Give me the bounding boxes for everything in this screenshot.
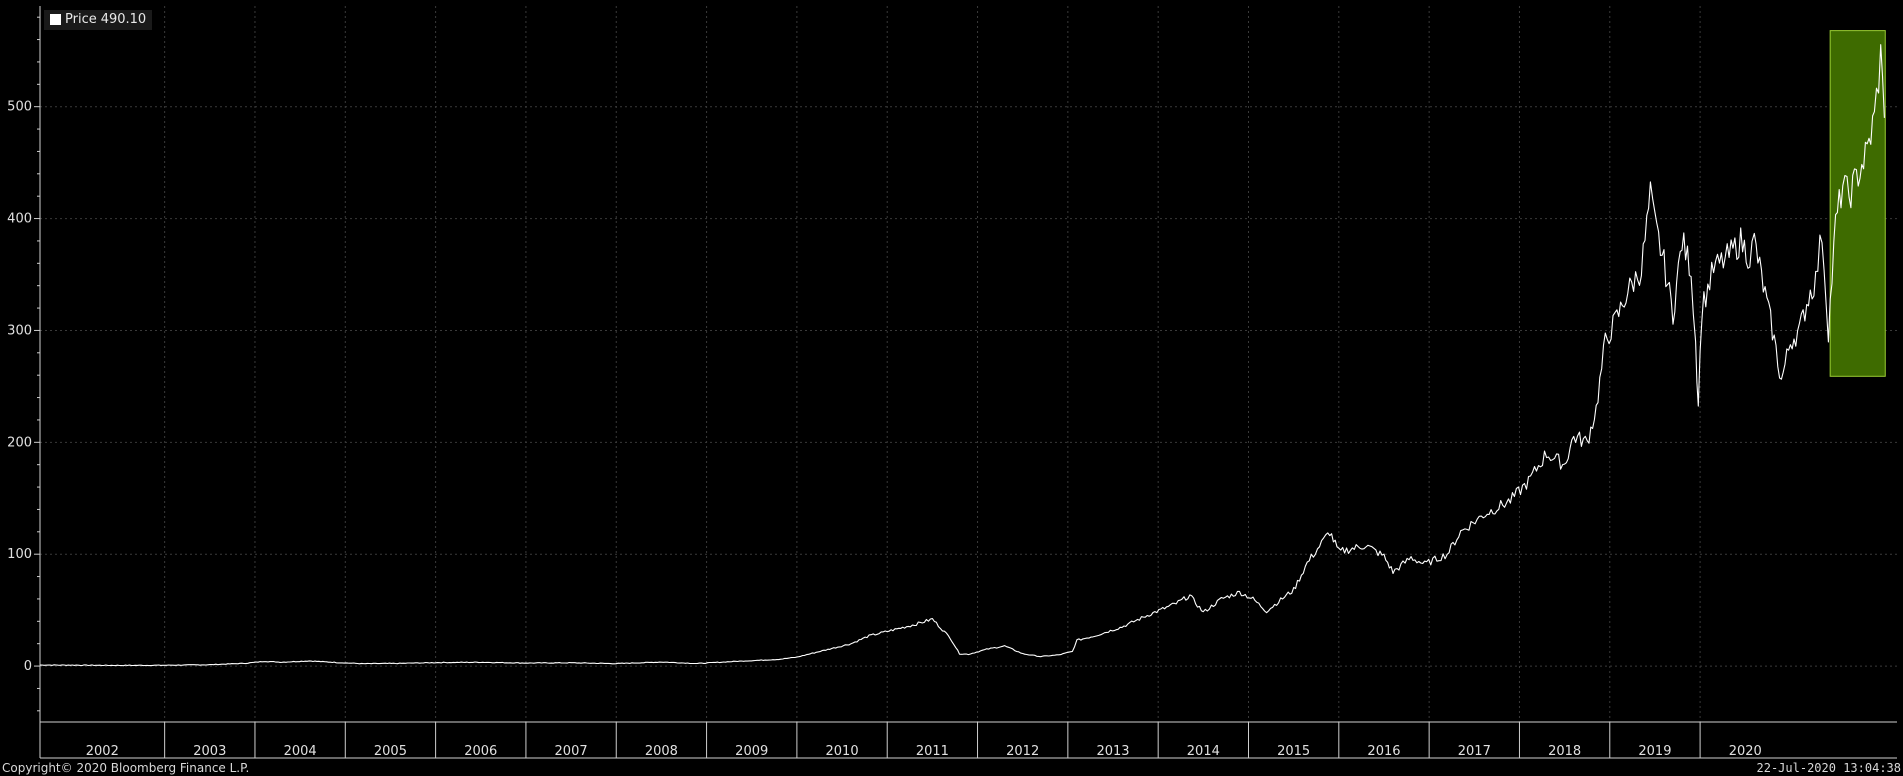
y-tick-label: 0 (24, 659, 32, 674)
x-tick-label: 2019 (1638, 744, 1671, 759)
x-tick-label: 2015 (1277, 744, 1310, 759)
legend-label: Price (65, 12, 97, 27)
x-tick-label: 2009 (735, 744, 768, 759)
price-series-line (39, 44, 1885, 667)
legend-swatch-icon (50, 14, 61, 25)
x-tick-label: 2004 (284, 744, 317, 759)
x-tick-label: 2020 (1729, 744, 1762, 759)
x-tick-label: 2011 (916, 744, 949, 759)
y-tick-label: 300 (7, 323, 32, 338)
y-tick-label: 400 (7, 212, 32, 227)
y-tick-label: 200 (7, 435, 32, 450)
legend-value: 490.10 (100, 12, 147, 27)
x-tick-label: 2012 (1006, 744, 1039, 759)
y-tick-label: 100 (7, 547, 32, 562)
x-tick-label: 2017 (1458, 744, 1491, 759)
x-tick-label: 2003 (193, 744, 226, 759)
x-tick-label: 2013 (1096, 744, 1129, 759)
chart-legend: Price 490.10 (44, 10, 153, 30)
timestamp-text: 22-Jul-2020 13:04:38 (1756, 761, 1902, 775)
x-tick-label: 2005 (374, 744, 407, 759)
x-tick-label: 2008 (645, 744, 678, 759)
x-tick-label: 2014 (1187, 744, 1220, 759)
x-tick-label: 2002 (86, 744, 119, 759)
x-tick-label: 2010 (826, 744, 859, 759)
x-tick-label: 2016 (1367, 744, 1400, 759)
y-tick-label: 500 (7, 100, 32, 115)
copyright-text: Copyright© 2020 Bloomberg Finance L.P. (2, 761, 250, 775)
x-tick-label: 2018 (1548, 744, 1581, 759)
x-tick-label: 2007 (555, 744, 588, 759)
x-tick-label: 2006 (464, 744, 497, 759)
